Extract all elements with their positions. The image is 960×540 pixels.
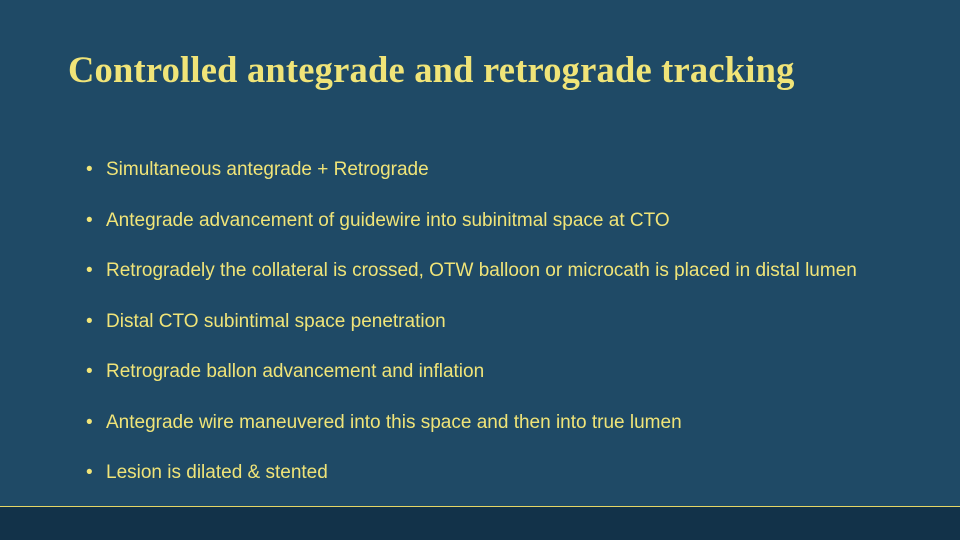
list-item: Antegrade wire maneuvered into this spac…	[86, 409, 896, 437]
slide: Controlled antegrade and retrograde trac…	[0, 0, 960, 540]
list-item: Retrogradely the collateral is crossed, …	[86, 257, 896, 285]
footer-band	[0, 506, 960, 540]
list-item: Antegrade advancement of guidewire into …	[86, 207, 896, 235]
bullet-list: Simultaneous antegrade + Retrograde Ante…	[86, 156, 896, 510]
slide-title: Controlled antegrade and retrograde trac…	[68, 48, 908, 91]
list-item: Simultaneous antegrade + Retrograde	[86, 156, 896, 184]
list-item: Distal CTO subintimal space penetration	[86, 308, 896, 336]
list-item: Lesion is dilated & stented	[86, 459, 896, 487]
list-item: Retrograde ballon advancement and inflat…	[86, 358, 896, 386]
